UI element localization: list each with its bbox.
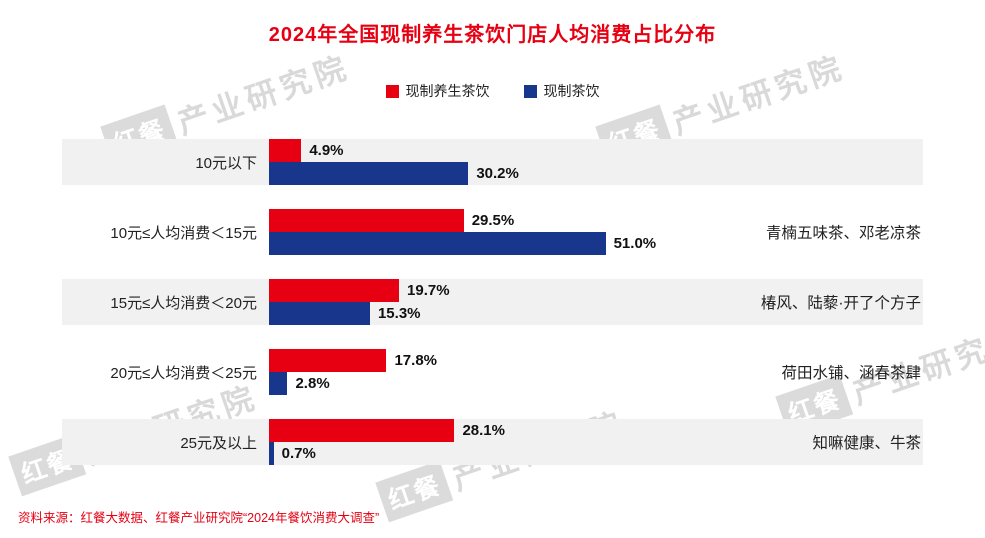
row-bars: 28.1% 0.7% bbox=[269, 419, 923, 465]
bar-herbal bbox=[269, 419, 455, 442]
row-annotation: 知嘛健康、牛茶 bbox=[812, 435, 921, 452]
bar-herbal-value: 19.7% bbox=[407, 282, 450, 299]
bar-herbal-value: 28.1% bbox=[462, 422, 505, 439]
bar-tea bbox=[269, 302, 370, 325]
chart-rows: 10元以下 4.9% 30.2% 10元≤人均消费＜15元 29.5% 51.0… bbox=[62, 127, 923, 477]
bar-herbal-value: 4.9% bbox=[309, 142, 344, 159]
row-bars: 17.8% 2.8% bbox=[269, 349, 923, 395]
bar-tea-value: 15.3% bbox=[377, 305, 421, 322]
bar-herbal bbox=[269, 209, 464, 232]
bar-herbal-value: 17.8% bbox=[394, 352, 438, 369]
bar-tea-value: 30.2% bbox=[476, 165, 519, 182]
bar-herbal bbox=[269, 349, 387, 372]
bar-tea bbox=[269, 372, 288, 395]
row-label: 10元≤人均消费＜15元 bbox=[110, 224, 257, 242]
legend-item-tea: 现制茶饮 bbox=[523, 81, 600, 101]
row-label: 10元以下 bbox=[195, 154, 257, 172]
row-annotation: 椿风、陆藜·开了个方子 bbox=[760, 295, 921, 312]
bar-line-herbal: 4.9% bbox=[269, 139, 923, 162]
legend-item-herbal-tea: 现制养生茶饮 bbox=[385, 81, 490, 101]
bar-tea-value: 2.8% bbox=[295, 375, 330, 392]
bar-tea bbox=[269, 232, 606, 255]
bar-line-herbal: 19.7% bbox=[269, 279, 923, 302]
bar-tea-value: 0.7% bbox=[281, 445, 316, 462]
bar-herbal-value: 29.5% bbox=[471, 212, 515, 229]
row-label: 25元及以上 bbox=[180, 434, 257, 452]
bar-tea bbox=[269, 442, 274, 465]
bar-line-herbal: 17.8% bbox=[269, 349, 923, 372]
chart-legend: 现制养生茶饮 现制茶饮 bbox=[0, 81, 985, 101]
bar-line-tea: 15.3% bbox=[269, 302, 923, 325]
chart-row: 25元及以上 28.1% 0.7% 知嘛健康、牛茶 bbox=[62, 407, 923, 477]
row-bars: 19.7% 15.3% bbox=[269, 279, 923, 325]
bar-tea-value: 51.0% bbox=[613, 235, 657, 252]
legend-label-herbal: 现制养生茶饮 bbox=[405, 83, 490, 99]
row-annotation: 青楠五味茶、邓老凉茶 bbox=[765, 225, 921, 242]
row-bars: 29.5% 51.0% bbox=[269, 209, 923, 255]
bar-line-herbal: 29.5% bbox=[269, 209, 923, 232]
bar-herbal bbox=[269, 139, 302, 162]
row-band bbox=[62, 279, 923, 325]
bar-line-tea: 30.2% bbox=[269, 162, 923, 185]
bar-herbal bbox=[269, 279, 400, 302]
bar-line-tea: 51.0% bbox=[269, 232, 923, 255]
bar-line-tea: 2.8% bbox=[269, 372, 923, 395]
legend-swatch-herbal bbox=[385, 84, 399, 98]
chart-row: 15元≤人均消费＜20元 19.7% 15.3% 椿风、陆藜·开了个方子 bbox=[62, 267, 923, 337]
page-title: 2024年全国现制养生茶饮门店人均消费占比分布 bbox=[268, 24, 717, 46]
row-band bbox=[62, 139, 923, 185]
chart-row: 10元≤人均消费＜15元 29.5% 51.0% 青楠五味茶、邓老凉茶 bbox=[62, 197, 923, 267]
row-label: 15元≤人均消费＜20元 bbox=[110, 294, 257, 312]
row-bars: 4.9% 30.2% bbox=[269, 139, 923, 185]
legend-label-tea: 现制茶饮 bbox=[543, 83, 600, 99]
bar-line-herbal: 28.1% bbox=[269, 419, 923, 442]
chart-row: 10元以下 4.9% 30.2% bbox=[62, 127, 923, 197]
source-note: 资料来源：红餐大数据、红餐产业研究院“2024年餐饮消费大调查” bbox=[18, 511, 380, 525]
bar-tea bbox=[269, 162, 469, 185]
legend-swatch-tea bbox=[523, 84, 537, 98]
chart-row: 20元≤人均消费＜25元 17.8% 2.8% 荷田水铺、涵春茶肆 bbox=[62, 337, 923, 407]
bar-line-tea: 0.7% bbox=[269, 442, 923, 465]
row-label: 20元≤人均消费＜25元 bbox=[110, 364, 257, 382]
row-annotation: 荷田水铺、涵春茶肆 bbox=[781, 365, 921, 382]
